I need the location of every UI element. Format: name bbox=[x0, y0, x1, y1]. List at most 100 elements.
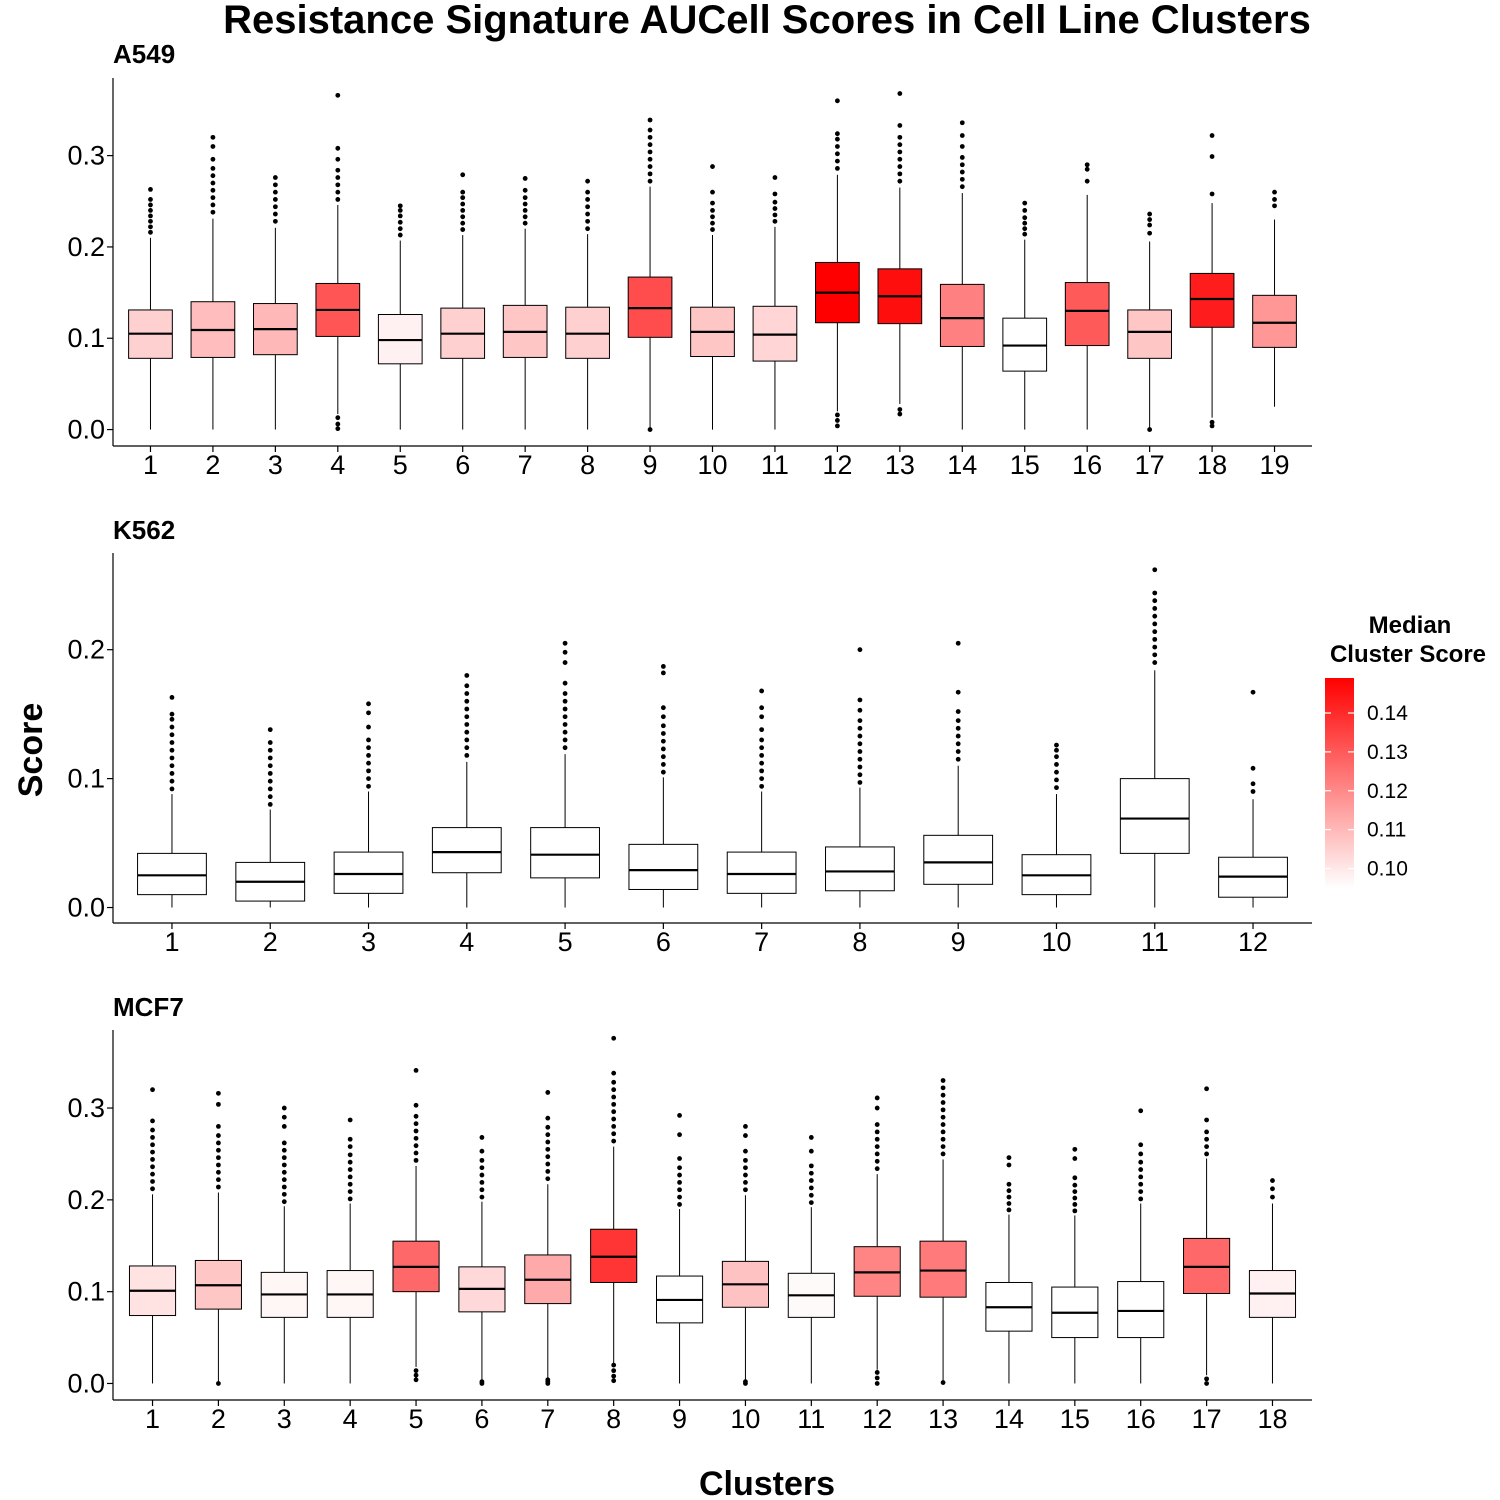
outlier-point bbox=[562, 649, 568, 655]
outlier-point bbox=[1270, 1178, 1275, 1183]
outlier-point bbox=[460, 172, 466, 178]
outlier-point bbox=[857, 647, 863, 653]
outlier-point bbox=[267, 801, 273, 807]
iqr-box bbox=[628, 843, 699, 890]
legend-color-bar bbox=[1325, 678, 1354, 888]
iqr-box bbox=[726, 851, 797, 894]
outlier-point bbox=[347, 1144, 353, 1150]
outlier-point bbox=[874, 1105, 880, 1111]
outlier-point bbox=[464, 753, 470, 758]
outlier-point bbox=[959, 176, 965, 182]
outlier-point bbox=[1072, 1195, 1078, 1201]
y-tick-label: 0.2 bbox=[67, 635, 105, 665]
y-tick-label: 0.1 bbox=[67, 323, 105, 353]
outlier-point bbox=[148, 224, 153, 230]
box-cluster-3 bbox=[333, 701, 404, 908]
outlier-point bbox=[1272, 189, 1277, 195]
outlier-point bbox=[897, 91, 903, 96]
outlier-point bbox=[940, 1129, 946, 1135]
outlier-point bbox=[647, 427, 653, 432]
outlier-point bbox=[759, 727, 765, 733]
x-tick-label: 1 bbox=[145, 1404, 160, 1434]
outlier-point bbox=[772, 199, 778, 205]
outlier-point bbox=[397, 208, 403, 213]
iqr-box bbox=[939, 283, 985, 347]
outlier-point bbox=[1152, 621, 1158, 627]
outlier-point bbox=[1022, 231, 1028, 237]
x-axis-label: Clusters bbox=[699, 1465, 835, 1500]
outlier-point bbox=[216, 1162, 221, 1168]
outlier-point bbox=[347, 1189, 353, 1194]
box-cluster-8 bbox=[590, 1035, 638, 1384]
outlier-point bbox=[611, 1138, 617, 1144]
outlier-point bbox=[366, 760, 371, 766]
outlier-point bbox=[759, 783, 765, 789]
outlier-point bbox=[759, 760, 765, 766]
y-tick-label: 0.0 bbox=[67, 1368, 105, 1398]
outlier-point bbox=[1204, 1381, 1209, 1386]
outlier-point bbox=[710, 227, 715, 232]
outlier-point bbox=[959, 184, 965, 190]
outlier-point bbox=[677, 1172, 682, 1178]
outlier-point bbox=[335, 182, 341, 188]
outlier-point bbox=[1022, 208, 1028, 213]
outlier-point bbox=[150, 1179, 155, 1184]
outlier-point bbox=[897, 178, 903, 184]
x-tick-label: 5 bbox=[393, 450, 408, 480]
outlier-point bbox=[366, 710, 371, 716]
outlier-point bbox=[562, 729, 568, 735]
outlier-point bbox=[857, 780, 863, 785]
outlier-point bbox=[169, 724, 175, 730]
outlier-point bbox=[366, 737, 371, 743]
outlier-point bbox=[834, 423, 840, 429]
outlier-point bbox=[647, 117, 653, 123]
outlier-point bbox=[148, 202, 153, 208]
outlier-point bbox=[647, 156, 653, 162]
outlier-point bbox=[1054, 754, 1059, 760]
box-cluster-4 bbox=[431, 673, 502, 908]
outlier-point bbox=[940, 1151, 946, 1157]
outlier-point bbox=[660, 738, 666, 744]
outlier-point bbox=[562, 714, 568, 720]
iqr-box bbox=[1189, 272, 1235, 328]
panel-title: MCF7 bbox=[113, 992, 184, 1022]
outlier-point bbox=[1152, 613, 1158, 619]
outlier-point bbox=[955, 725, 961, 731]
outlier-point bbox=[460, 189, 466, 195]
outlier-point bbox=[874, 1144, 880, 1150]
outlier-point bbox=[522, 208, 528, 213]
outlier-point bbox=[1147, 222, 1153, 228]
outlier-point bbox=[1072, 1202, 1078, 1207]
outlier-point bbox=[857, 749, 863, 754]
outlier-point bbox=[169, 786, 175, 792]
x-tick-label: 18 bbox=[1197, 450, 1227, 480]
outlier-point bbox=[1209, 423, 1215, 429]
outlier-point bbox=[834, 144, 840, 149]
outlier-point bbox=[1152, 567, 1158, 573]
x-tick-label: 11 bbox=[1141, 927, 1169, 957]
outlier-point bbox=[267, 727, 273, 733]
x-tick-label: 1 bbox=[143, 450, 158, 480]
box-cluster-15 bbox=[1002, 200, 1048, 430]
panel-title: K562 bbox=[113, 515, 175, 545]
box-cluster-14 bbox=[985, 1155, 1033, 1384]
outlier-point bbox=[545, 1139, 551, 1145]
outlier-point bbox=[347, 1174, 353, 1180]
outlier-point bbox=[216, 1101, 221, 1107]
outlier-point bbox=[857, 697, 863, 703]
outlier-point bbox=[647, 149, 653, 155]
outlier-point bbox=[1204, 1151, 1209, 1157]
x-tick-label: 3 bbox=[361, 927, 376, 957]
legend-title-line1: Median bbox=[1369, 612, 1452, 639]
outlier-point bbox=[413, 1150, 419, 1156]
outlier-point bbox=[150, 1087, 155, 1093]
outlier-point bbox=[1209, 191, 1215, 197]
outlier-point bbox=[335, 156, 341, 162]
iqr-box bbox=[825, 846, 895, 892]
outlier-point bbox=[150, 1171, 155, 1177]
box-cluster-1 bbox=[137, 694, 207, 908]
box-cluster-11 bbox=[1119, 567, 1190, 908]
outlier-point bbox=[1022, 200, 1028, 206]
x-tick-label: 16 bbox=[1072, 450, 1102, 480]
outlier-point bbox=[272, 204, 278, 210]
